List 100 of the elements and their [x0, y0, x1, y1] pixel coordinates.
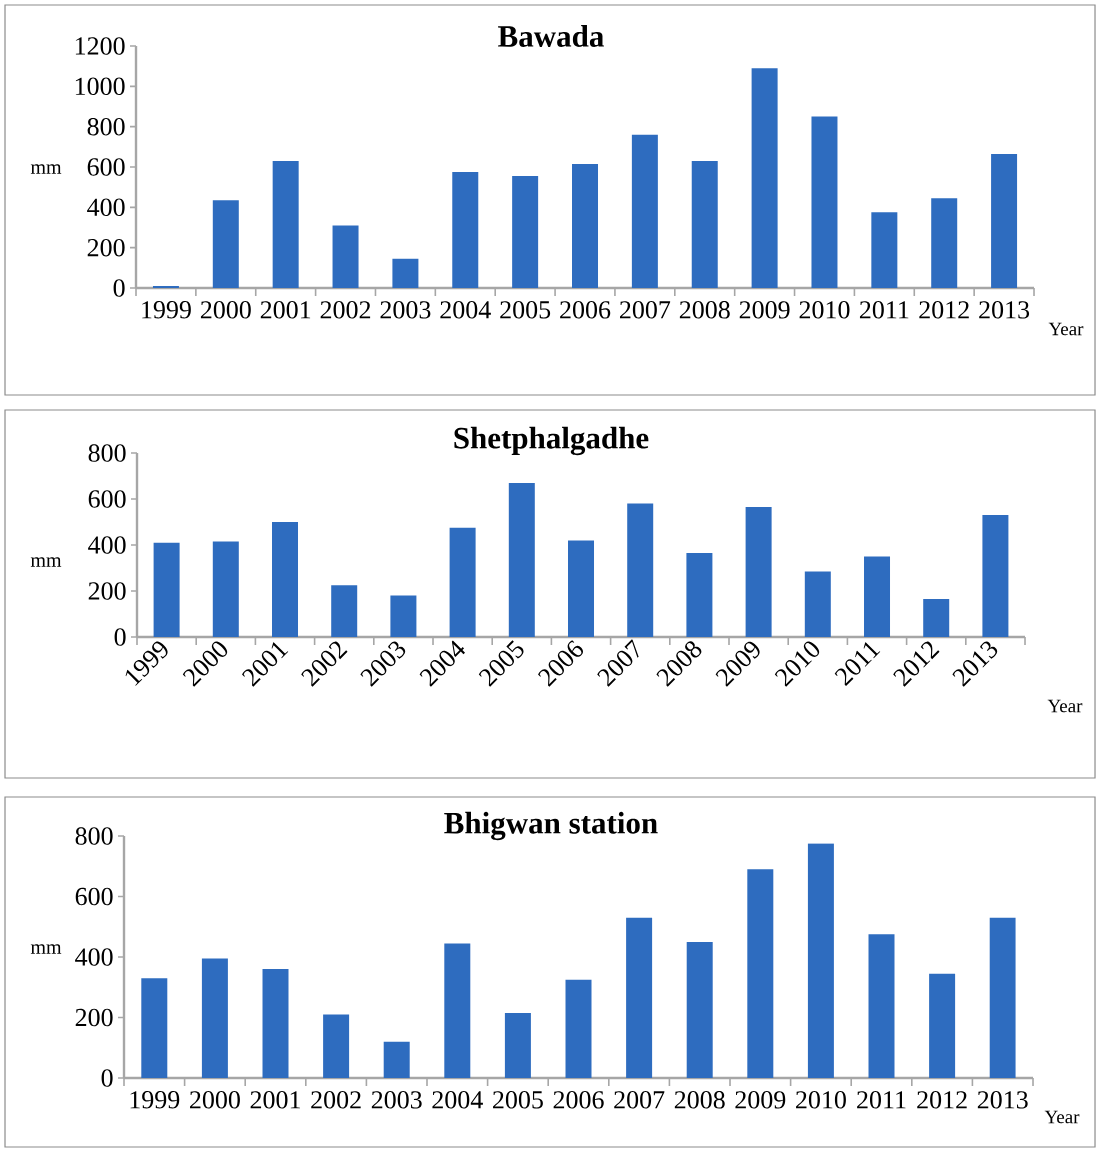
- y-tick-label: 400: [87, 198, 125, 217]
- bar: [745, 507, 772, 638]
- bar: [931, 198, 958, 288]
- y-tick-label: 200: [88, 582, 126, 600]
- x-tick-label: 2003: [371, 1091, 422, 1109]
- bar: [152, 285, 179, 288]
- bar: [212, 200, 239, 288]
- y-tick-label: 600: [88, 490, 126, 508]
- bar: [929, 973, 956, 1079]
- x-tick-label: 1999: [142, 301, 191, 319]
- bar: [444, 943, 471, 1079]
- x-tick-label: 2005: [500, 301, 551, 319]
- bar: [390, 595, 417, 638]
- bar: [686, 941, 713, 1079]
- x-tick-label: 2000: [190, 1091, 240, 1109]
- bar: [686, 553, 713, 638]
- x-tick-label: 2008: [674, 1091, 725, 1109]
- bar: [504, 1012, 531, 1079]
- bar: [747, 869, 774, 1079]
- y-tick-label: 400: [75, 948, 113, 966]
- x-tick-label: 2007: [614, 1091, 665, 1109]
- bar: [201, 958, 228, 1079]
- x-tick-label: 2006: [553, 1091, 604, 1109]
- x-tick-label: 2011: [857, 1091, 906, 1109]
- x-axis-title: Year: [1044, 1110, 1080, 1124]
- bar: [452, 172, 479, 288]
- y-tick-label: 800: [88, 444, 126, 462]
- y-tick-label: 800: [75, 827, 113, 845]
- bar: [568, 540, 595, 638]
- x-tick-label: 2005: [493, 1091, 543, 1109]
- y-axis-title: mm: [30, 164, 62, 174]
- y-axis-title: mm: [30, 557, 62, 567]
- y-tick-label: 0: [101, 1069, 113, 1087]
- bar: [508, 482, 535, 638]
- y-tick-label: 1200: [75, 37, 125, 55]
- bar: [449, 527, 476, 638]
- bar: [512, 176, 539, 288]
- y-tick-label: 400: [88, 536, 126, 554]
- x-tick-label: 2003: [380, 301, 431, 319]
- x-tick-label: 2012: [917, 1091, 967, 1109]
- x-tick-label: 2004: [440, 301, 491, 319]
- bar: [804, 571, 831, 638]
- x-tick-label: 2010: [796, 1091, 846, 1109]
- chart-title: Shetphalgadhe: [454, 426, 649, 456]
- bar: [141, 978, 168, 1079]
- x-tick-label: 2006: [560, 301, 611, 319]
- bar: [989, 917, 1016, 1079]
- y-tick-label: 1000: [75, 77, 125, 96]
- chart-title: Bawada: [498, 25, 604, 47]
- bar: [383, 1041, 410, 1079]
- bar: [871, 212, 898, 288]
- bar: [212, 541, 239, 638]
- bar: [868, 934, 895, 1079]
- x-tick-label: 2011: [859, 301, 909, 319]
- y-tick-label: 800: [87, 117, 125, 136]
- x-tick-label: 2013: [979, 301, 1030, 319]
- bar: [631, 134, 658, 288]
- bar: [923, 599, 950, 638]
- x-tick-label: 2002: [311, 1091, 361, 1109]
- bar: [272, 160, 299, 288]
- bar: [982, 515, 1009, 638]
- bar: [392, 258, 419, 288]
- x-tick-label: 2002: [320, 301, 371, 319]
- bar: [691, 160, 718, 288]
- bar: [332, 225, 359, 288]
- chart-title: Bhigwan station: [444, 811, 658, 841]
- bar: [262, 969, 289, 1079]
- bar: [991, 153, 1018, 288]
- x-tick-label: 2012: [919, 301, 969, 319]
- x-axis-title: Year: [1048, 322, 1084, 336]
- bar: [751, 68, 778, 288]
- y-axis-title: mm: [30, 944, 62, 954]
- x-tick-label: 2001: [250, 1091, 300, 1109]
- y-tick-label: 600: [75, 887, 113, 906]
- x-tick-label: 2013: [977, 1091, 1028, 1109]
- x-tick-label: 2009: [735, 1091, 786, 1109]
- bar: [864, 556, 891, 638]
- x-tick-label: 2004: [432, 1091, 483, 1109]
- x-tick-label: 2011: [834, 642, 881, 687]
- x-tick-label: 2008: [679, 301, 730, 319]
- bar: [627, 503, 654, 638]
- x-tick-label: 2007: [620, 301, 671, 319]
- x-tick-label: 2010: [799, 301, 850, 319]
- y-tick-label: 0: [114, 628, 126, 646]
- bar: [626, 917, 653, 1079]
- y-tick-label: 600: [87, 158, 125, 176]
- bar: [331, 585, 358, 638]
- y-tick-label: 200: [87, 238, 125, 257]
- y-tick-label: 0: [113, 279, 125, 297]
- bar: [807, 843, 834, 1079]
- x-tick-label: 2000: [200, 301, 251, 319]
- bar: [153, 542, 180, 638]
- bar: [572, 163, 599, 288]
- bar: [323, 1014, 350, 1079]
- x-tick-label: 2001: [260, 301, 311, 319]
- x-tick-label: 1999: [130, 1091, 180, 1109]
- x-tick-label: 2009: [739, 301, 790, 319]
- bar: [565, 979, 592, 1079]
- x-axis-title: Year: [1047, 699, 1083, 713]
- bar: [811, 116, 838, 288]
